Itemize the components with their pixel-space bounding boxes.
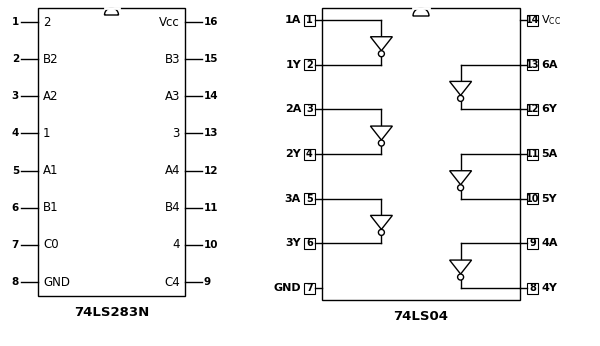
Polygon shape — [370, 37, 392, 51]
Text: 5: 5 — [306, 194, 313, 204]
Text: 9: 9 — [529, 238, 536, 248]
Text: 2A: 2A — [284, 104, 301, 114]
Bar — [527, 282, 538, 293]
Polygon shape — [413, 8, 429, 16]
Bar — [304, 148, 315, 160]
Text: 3: 3 — [12, 91, 19, 101]
Text: 4Y: 4Y — [541, 283, 557, 293]
Text: A3: A3 — [164, 90, 180, 103]
Text: 13: 13 — [526, 60, 539, 70]
Text: 4: 4 — [173, 238, 180, 251]
Bar — [304, 59, 315, 70]
Text: C0: C0 — [43, 238, 59, 251]
Bar — [527, 193, 538, 204]
Text: 10: 10 — [204, 240, 218, 250]
Circle shape — [379, 51, 385, 57]
Text: 1Y: 1Y — [285, 60, 301, 70]
Text: 3: 3 — [306, 104, 313, 114]
Bar — [527, 59, 538, 70]
Text: 74LS283N: 74LS283N — [74, 306, 149, 319]
Text: 7: 7 — [306, 283, 313, 293]
Text: 6: 6 — [12, 203, 19, 213]
Text: 1A: 1A — [284, 15, 301, 25]
Text: 1: 1 — [12, 17, 19, 27]
Text: 9: 9 — [204, 277, 211, 287]
Bar — [304, 238, 315, 249]
Text: 3Y: 3Y — [286, 238, 301, 248]
Bar — [527, 104, 538, 115]
Bar — [527, 148, 538, 160]
Text: B2: B2 — [43, 53, 59, 66]
Text: 5: 5 — [12, 166, 19, 175]
Text: 1: 1 — [43, 127, 50, 140]
Bar — [304, 282, 315, 293]
Text: 8: 8 — [12, 277, 19, 287]
Text: B4: B4 — [164, 201, 180, 214]
Text: A4: A4 — [164, 164, 180, 177]
Text: 6Y: 6Y — [541, 104, 557, 114]
Text: 7: 7 — [11, 240, 19, 250]
Circle shape — [379, 140, 385, 146]
Text: 2: 2 — [306, 60, 313, 70]
Polygon shape — [370, 216, 392, 229]
Polygon shape — [370, 126, 392, 140]
Text: GND: GND — [274, 283, 301, 293]
Polygon shape — [449, 171, 472, 185]
Bar — [527, 15, 538, 26]
Text: 3A: 3A — [285, 194, 301, 204]
Bar — [322, 8, 520, 300]
Bar — [304, 15, 315, 26]
Text: A1: A1 — [43, 164, 59, 177]
Text: Vcc: Vcc — [159, 16, 180, 28]
Text: 16: 16 — [204, 17, 218, 27]
Text: 5A: 5A — [541, 149, 557, 159]
Text: GND: GND — [43, 275, 70, 289]
Text: 15: 15 — [204, 54, 218, 64]
Circle shape — [458, 95, 464, 101]
Text: 14: 14 — [526, 15, 539, 25]
Text: 2: 2 — [12, 54, 19, 64]
Text: 6A: 6A — [541, 60, 557, 70]
Text: 11: 11 — [204, 203, 218, 213]
Text: 8: 8 — [529, 283, 536, 293]
Text: 12: 12 — [204, 166, 218, 175]
Bar — [38, 8, 185, 296]
Text: 13: 13 — [204, 128, 218, 138]
Text: 4: 4 — [11, 128, 19, 138]
Text: 2Y: 2Y — [285, 149, 301, 159]
Text: 3: 3 — [173, 127, 180, 140]
Text: 11: 11 — [526, 149, 539, 159]
Text: 5Y: 5Y — [541, 194, 557, 204]
Text: 1: 1 — [306, 15, 313, 25]
Circle shape — [458, 185, 464, 191]
Circle shape — [458, 274, 464, 280]
Text: 2: 2 — [43, 16, 50, 28]
Polygon shape — [449, 260, 472, 274]
Text: V$_{\mathregular{CC}}$: V$_{\mathregular{CC}}$ — [541, 13, 561, 27]
Text: 74LS04: 74LS04 — [394, 310, 449, 323]
Text: 14: 14 — [204, 91, 218, 101]
Text: 12: 12 — [526, 104, 539, 114]
Text: 10: 10 — [526, 194, 539, 204]
Text: 6: 6 — [306, 238, 313, 248]
Text: 4: 4 — [306, 149, 313, 159]
Polygon shape — [104, 8, 119, 15]
Bar — [304, 193, 315, 204]
Bar — [304, 104, 315, 115]
Polygon shape — [449, 81, 472, 95]
Text: C4: C4 — [164, 275, 180, 289]
Text: 4A: 4A — [541, 238, 557, 248]
Bar — [527, 238, 538, 249]
Text: B3: B3 — [164, 53, 180, 66]
Circle shape — [379, 229, 385, 235]
Text: B1: B1 — [43, 201, 59, 214]
Text: A2: A2 — [43, 90, 59, 103]
